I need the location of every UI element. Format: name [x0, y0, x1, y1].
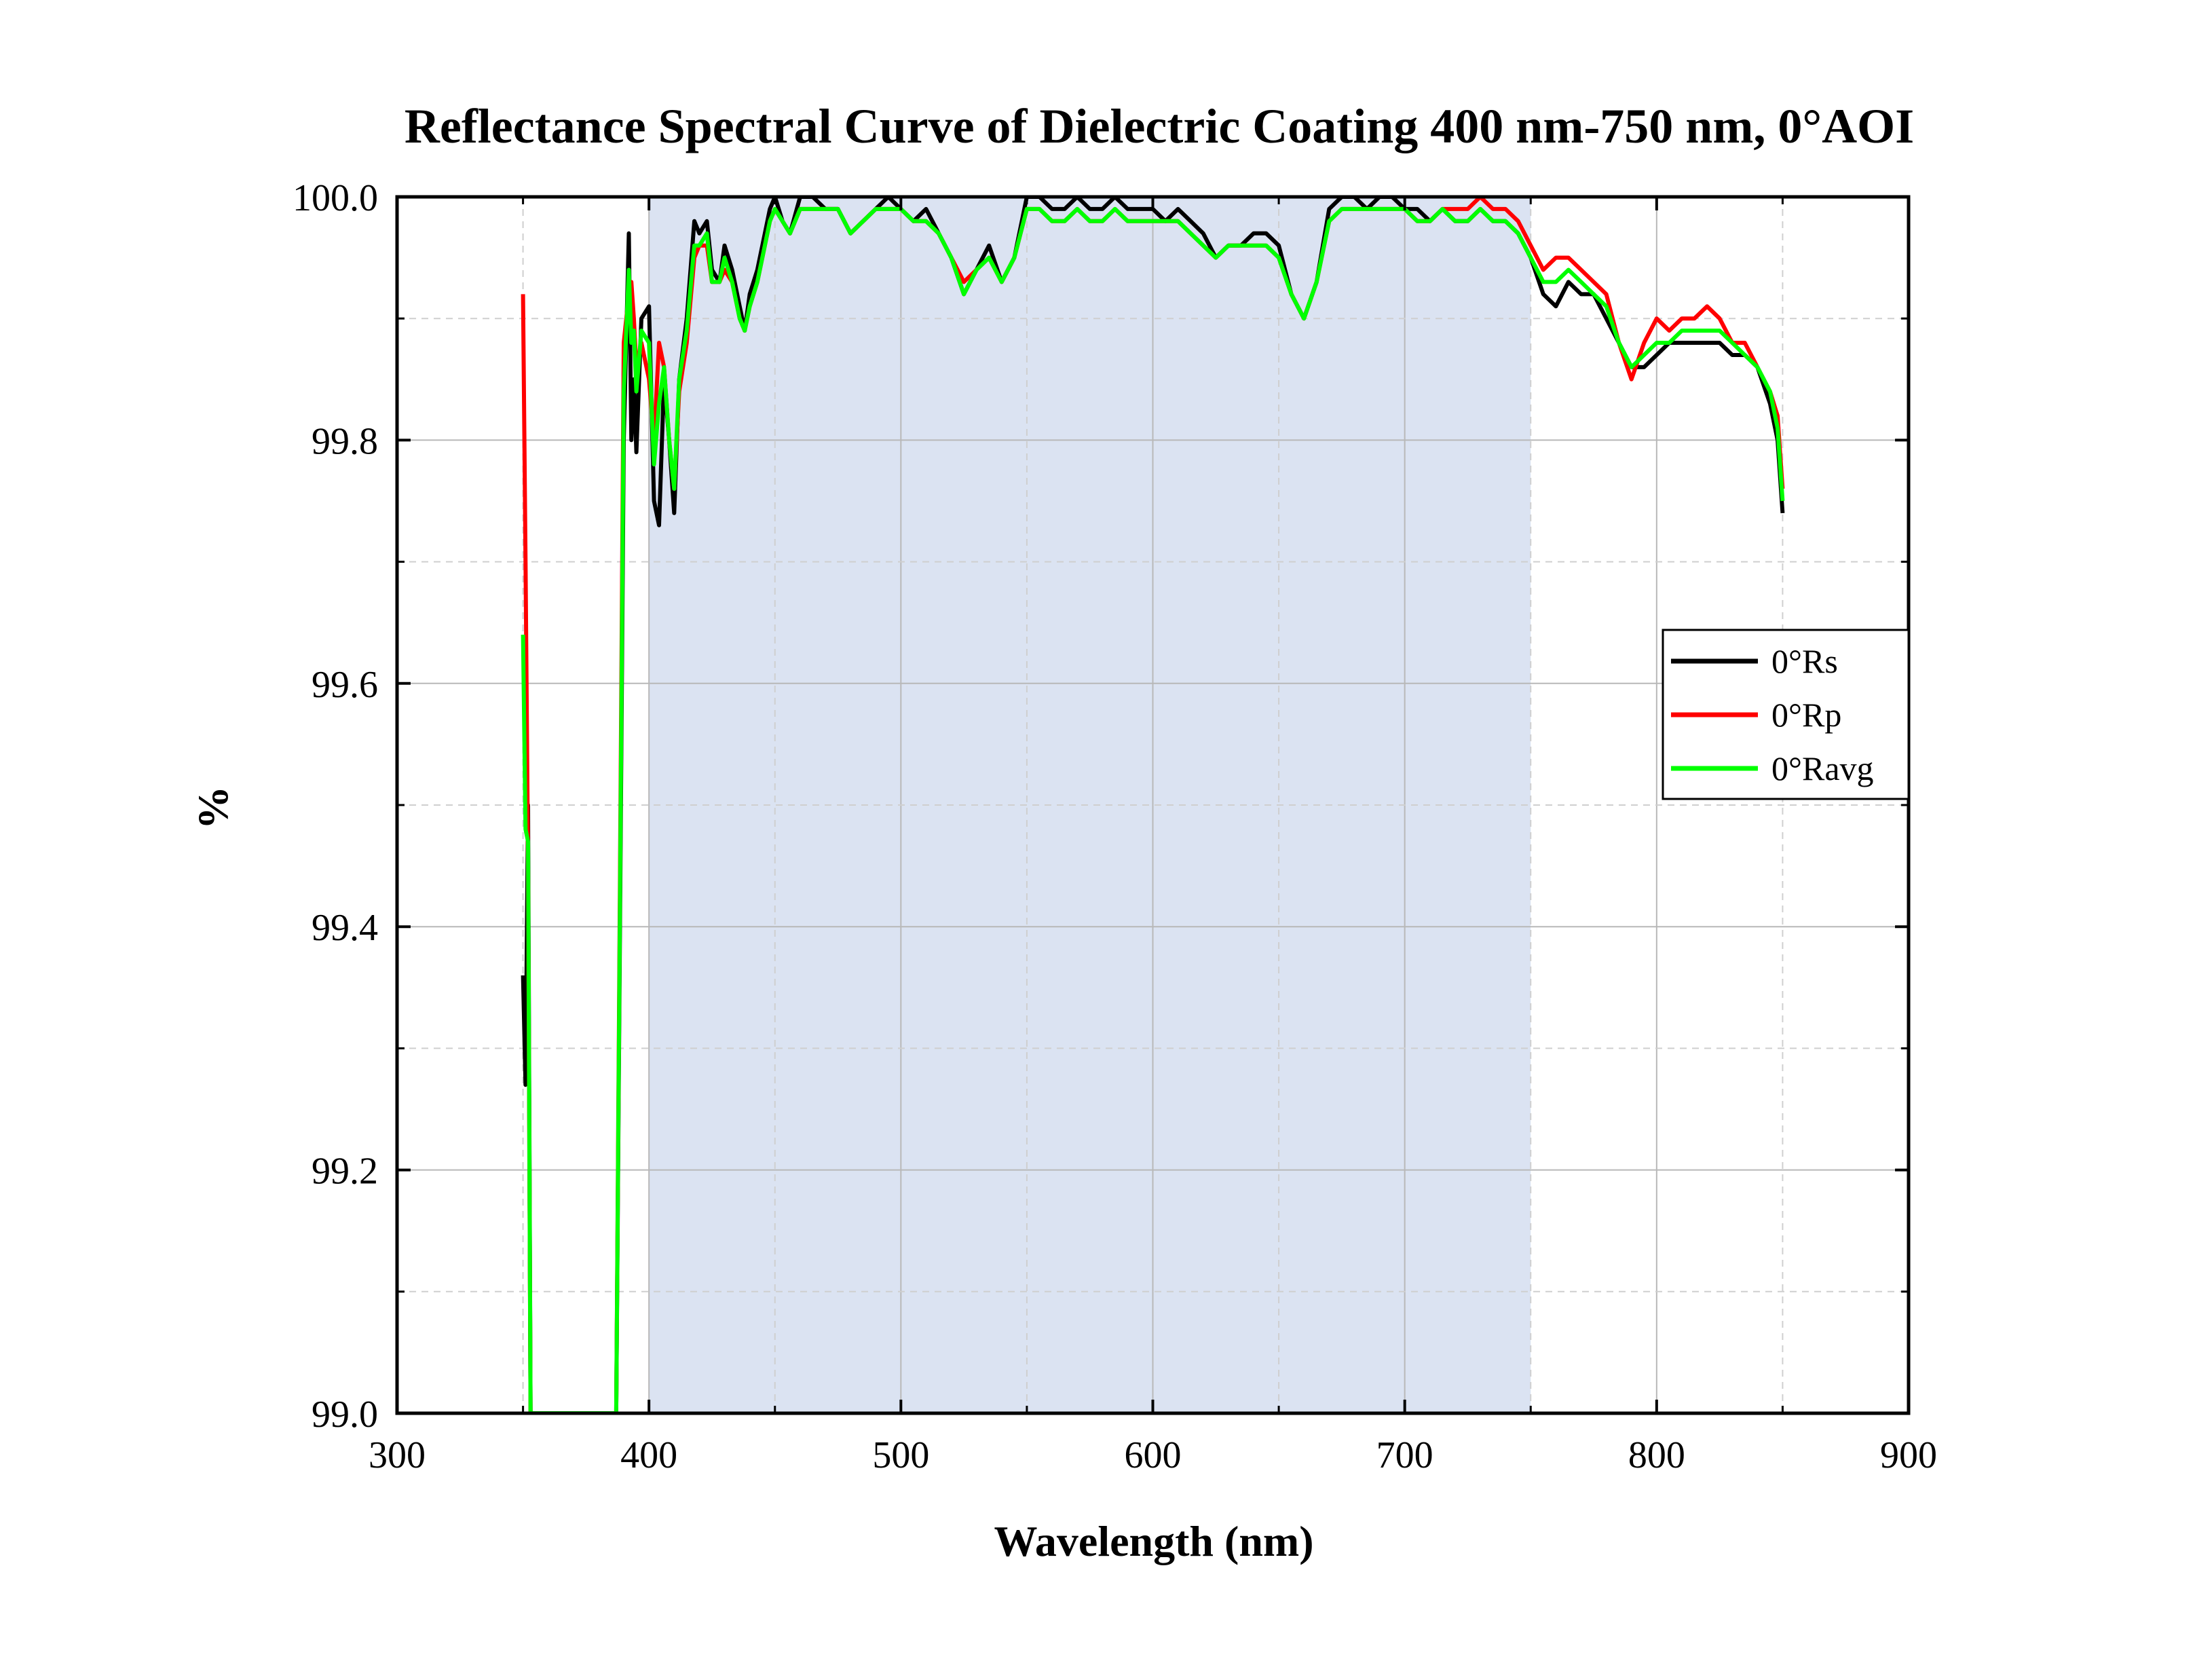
chart-title: Reflectance Spectral Curve of Dielectric…	[405, 99, 1914, 153]
y-tick-label: 99.0	[312, 1394, 378, 1436]
series-line-2	[521, 206, 1785, 1415]
x-tick-label: 300	[369, 1434, 426, 1476]
x-tick-label: 900	[1880, 1434, 1937, 1476]
x-tick-label: 400	[620, 1434, 677, 1476]
plot-area: 300 400 500 600 700 800 900 99.0 99.2 99.4 99.6 99.…	[293, 177, 1937, 1476]
y-axis-title: %	[189, 786, 237, 829]
y-tick-label: 99.6	[312, 664, 378, 706]
y-tick-label: 99.4	[312, 907, 378, 949]
x-tick-label: 500	[872, 1434, 929, 1476]
highlight-band	[649, 197, 1531, 1413]
x-tick-label: 600	[1125, 1434, 1182, 1476]
y-tick-label: 99.2	[312, 1151, 378, 1193]
y-tick-label: 100.0	[293, 177, 378, 219]
legend-label-0: 0°Rs	[1771, 642, 1838, 680]
legend-label-1: 0°Rp	[1771, 696, 1841, 734]
y-tick-label: 99.8	[312, 420, 378, 462]
x-tick-label: 700	[1376, 1434, 1433, 1476]
x-tick-label: 800	[1628, 1434, 1685, 1476]
x-axis-title: Wavelength (nm)	[994, 1517, 1313, 1565]
legend-label-2: 0°Ravg	[1771, 749, 1874, 787]
